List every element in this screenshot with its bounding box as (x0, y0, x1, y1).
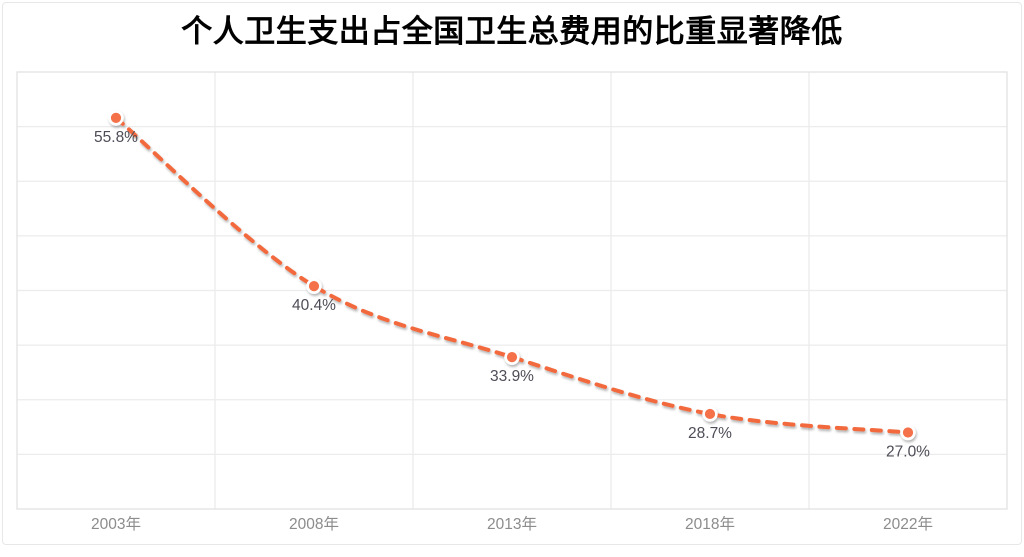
data-point-marker (108, 110, 124, 126)
x-axis-label: 2013年 (487, 515, 537, 533)
data-point-label: 40.4% (292, 297, 336, 314)
x-axis-label: 2018年 (685, 515, 735, 533)
x-axis-label: 2008年 (289, 515, 339, 533)
series-group (108, 110, 916, 441)
data-point-label: 33.9% (490, 368, 534, 385)
x-axis-label: 2022年 (883, 515, 933, 533)
gridlines (17, 72, 1007, 509)
data-point-label: 55.8% (94, 129, 138, 146)
data-point-marker (504, 349, 520, 365)
plot-area-border (16, 71, 1008, 510)
data-point-label: 27.0% (886, 444, 930, 461)
data-point-marker (900, 424, 916, 441)
chart-title: 个人卫生支出占全国卫生总费用的比重显著降低 (181, 14, 843, 49)
data-point-label: 28.7% (688, 425, 732, 442)
x-axis-label: 2003年 (91, 515, 141, 533)
data-point-marker (702, 406, 718, 422)
series-line (114, 115, 910, 435)
data-point-marker (306, 278, 322, 294)
